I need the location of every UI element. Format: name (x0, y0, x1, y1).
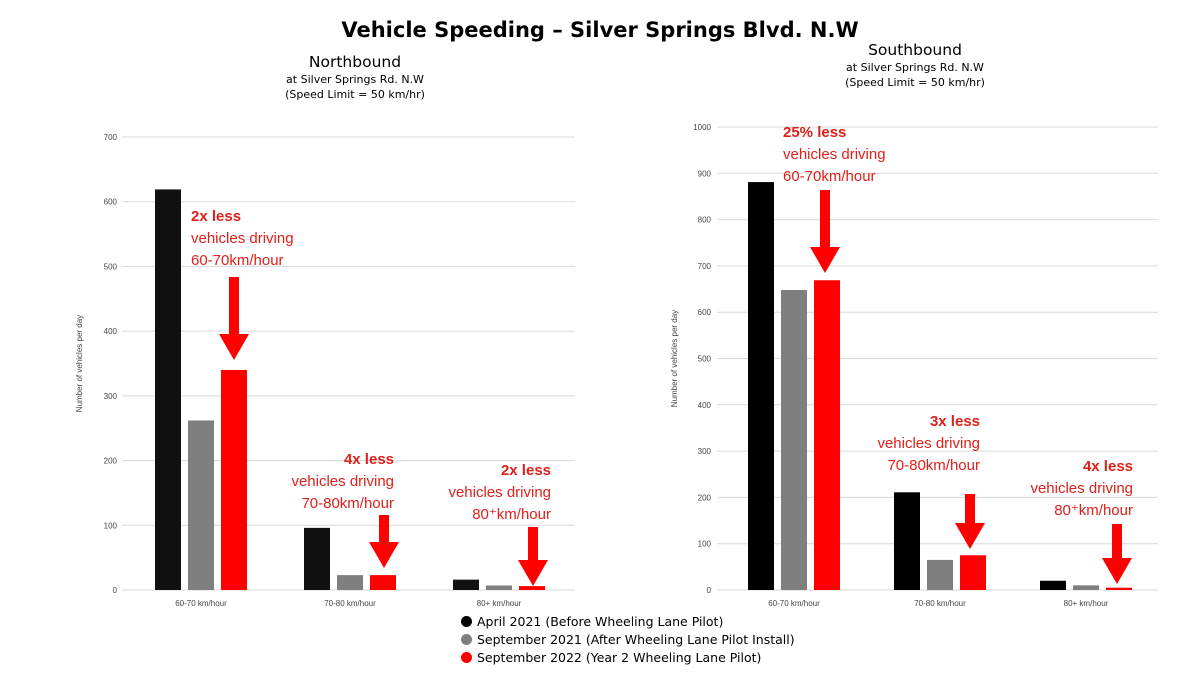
south-y-tick-label-800: 800 (698, 216, 712, 225)
south-y-axis-title: Number of vehicles per day (670, 310, 679, 407)
legend-marker-september-2021 (461, 633, 472, 645)
legend-marker-april-2021 (461, 615, 472, 627)
legend-label-september-2021: September 2021 (After Wheeling Lane Pilo… (477, 631, 795, 647)
southbound-speed-limit: (Speed Limit = 50 km/hr) (845, 76, 985, 89)
north-annotation-1-line-0: 4x less (344, 451, 394, 468)
north-annotation-1-line-2: 70-80km/hour (301, 495, 394, 512)
north-bar-2-1 (486, 585, 512, 590)
south-annotation-2-line-1: vehicles driving (1030, 480, 1133, 497)
north-annotation-0-line-2: 60-70km/hour (191, 252, 284, 269)
north-bar-2-2 (519, 586, 545, 590)
south-bar-0-1 (781, 289, 807, 590)
north-bar-1-0 (304, 527, 330, 590)
south-annotation-0-line-1: vehicles driving (783, 146, 886, 163)
northbound-speed-limit: (Speed Limit = 50 km/hr) (285, 88, 425, 101)
south-y-tick-label-500: 500 (698, 355, 712, 364)
south-bar-1-1 (927, 559, 953, 590)
south-y-tick-label-1000: 1000 (693, 123, 711, 132)
north-y-tick-label-300: 300 (104, 392, 118, 401)
south-annotation-2-line-2: 80⁺km/hour (1054, 502, 1133, 519)
south-down-arrow-icon-2 (1102, 524, 1132, 584)
north-y-tick-label-500: 500 (104, 262, 118, 271)
south-bar-0-2 (814, 280, 840, 590)
north-y-tick-label-0: 0 (113, 586, 118, 595)
north-y-axis-title: Number of vehicles per day (75, 315, 84, 412)
south-x-tick-label-0: 60-70 km/hour (768, 599, 820, 608)
north-bar-1-2 (370, 575, 396, 590)
north-annotation-2-line-1: vehicles driving (448, 484, 551, 501)
north-annotation-2-line-2: 80⁺km/hour (472, 506, 551, 523)
north-y-tick-label-700: 700 (104, 133, 118, 142)
south-annotation-2-line-0: 4x less (1083, 458, 1133, 475)
south-bar-1-2 (960, 555, 986, 590)
southbound-title-block: Southbound at Silver Springs Rd. N.W (Sp… (765, 40, 1065, 90)
north-x-tick-label-2: 80+ km/hour (477, 599, 522, 608)
north-down-arrow-icon-1 (369, 515, 399, 568)
legend-marker-september-2022 (461, 651, 472, 663)
south-x-tick-label-2: 80+ km/hour (1064, 599, 1109, 608)
legend-item-april-2021: April 2021 (Before Wheeling Lane Pilot) (461, 612, 795, 630)
south-down-arrow-icon-1 (955, 494, 985, 549)
chart-title: Vehicle Speeding – Silver Springs Blvd. … (341, 18, 859, 42)
south-y-tick-label-600: 600 (698, 308, 712, 317)
north-bar-0-0 (155, 189, 181, 590)
northbound-heading: Northbound (308, 53, 402, 71)
south-down-arrow-icon-0 (810, 190, 840, 273)
north-bar-2-0 (453, 579, 479, 590)
south-bar-0-0 (748, 182, 774, 591)
south-y-tick-label-700: 700 (698, 262, 712, 271)
north-annotation-2-line-0: 2x less (501, 462, 551, 479)
south-y-tick-label-200: 200 (698, 493, 712, 502)
north-y-tick-label-200: 200 (104, 457, 118, 466)
southbound-heading: Southbound (868, 41, 962, 59)
south-y-tick-label-300: 300 (698, 447, 712, 456)
north-y-tick-label-100: 100 (104, 521, 118, 530)
south-y-tick-label-100: 100 (698, 540, 712, 549)
south-bar-2-0 (1040, 580, 1066, 590)
south-x-tick-label-1: 70-80 km/hour (914, 599, 966, 608)
legend: April 2021 (Before Wheeling Lane Pilot) … (461, 612, 795, 666)
south-annotation-1-line-0: 3x less (930, 413, 980, 430)
north-down-arrow-icon-2 (518, 527, 548, 586)
southbound-location: at Silver Springs Rd. N.W (846, 61, 984, 74)
northbound-title-block: Northbound at Silver Springs Rd. N.W (Sp… (205, 52, 505, 102)
north-annotation-0-line-0: 2x less (191, 208, 241, 225)
north-annotation-1-line-1: vehicles driving (291, 473, 394, 490)
south-y-tick-label-400: 400 (698, 401, 712, 410)
south-bar-2-1 (1073, 585, 1099, 590)
northbound-location: at Silver Springs Rd. N.W (286, 73, 424, 86)
south-annotation-0-line-2: 60-70km/hour (783, 168, 876, 185)
north-bar-0-2 (221, 369, 247, 590)
north-x-tick-label-0: 60-70 km/hour (175, 599, 227, 608)
south-annotation-1-line-2: 70-80km/hour (887, 457, 980, 474)
north-bar-1-1 (337, 575, 363, 590)
south-bar-1-0 (894, 492, 920, 590)
legend-label-september-2022: September 2022 (Year 2 Wheeling Lane Pil… (477, 649, 762, 665)
legend-item-september-2021: September 2021 (After Wheeling Lane Pilo… (461, 630, 795, 648)
south-annotation-0-line-0: 25% less (783, 124, 846, 141)
north-annotation-0-line-1: vehicles driving (191, 230, 294, 247)
south-y-tick-label-900: 900 (698, 169, 712, 178)
south-y-tick-label-0: 0 (707, 586, 712, 595)
legend-label-april-2021: April 2021 (Before Wheeling Lane Pilot) (477, 613, 724, 629)
north-y-tick-label-400: 400 (104, 327, 118, 336)
north-bar-0-1 (188, 420, 214, 590)
legend-item-september-2022: September 2022 (Year 2 Wheeling Lane Pil… (461, 648, 795, 666)
south-bar-2-2 (1106, 587, 1132, 590)
south-annotation-1-line-1: vehicles driving (877, 435, 980, 452)
north-down-arrow-icon-0 (219, 277, 249, 360)
north-x-tick-label-1: 70-80 km/hour (324, 599, 376, 608)
north-y-tick-label-600: 600 (104, 198, 118, 207)
